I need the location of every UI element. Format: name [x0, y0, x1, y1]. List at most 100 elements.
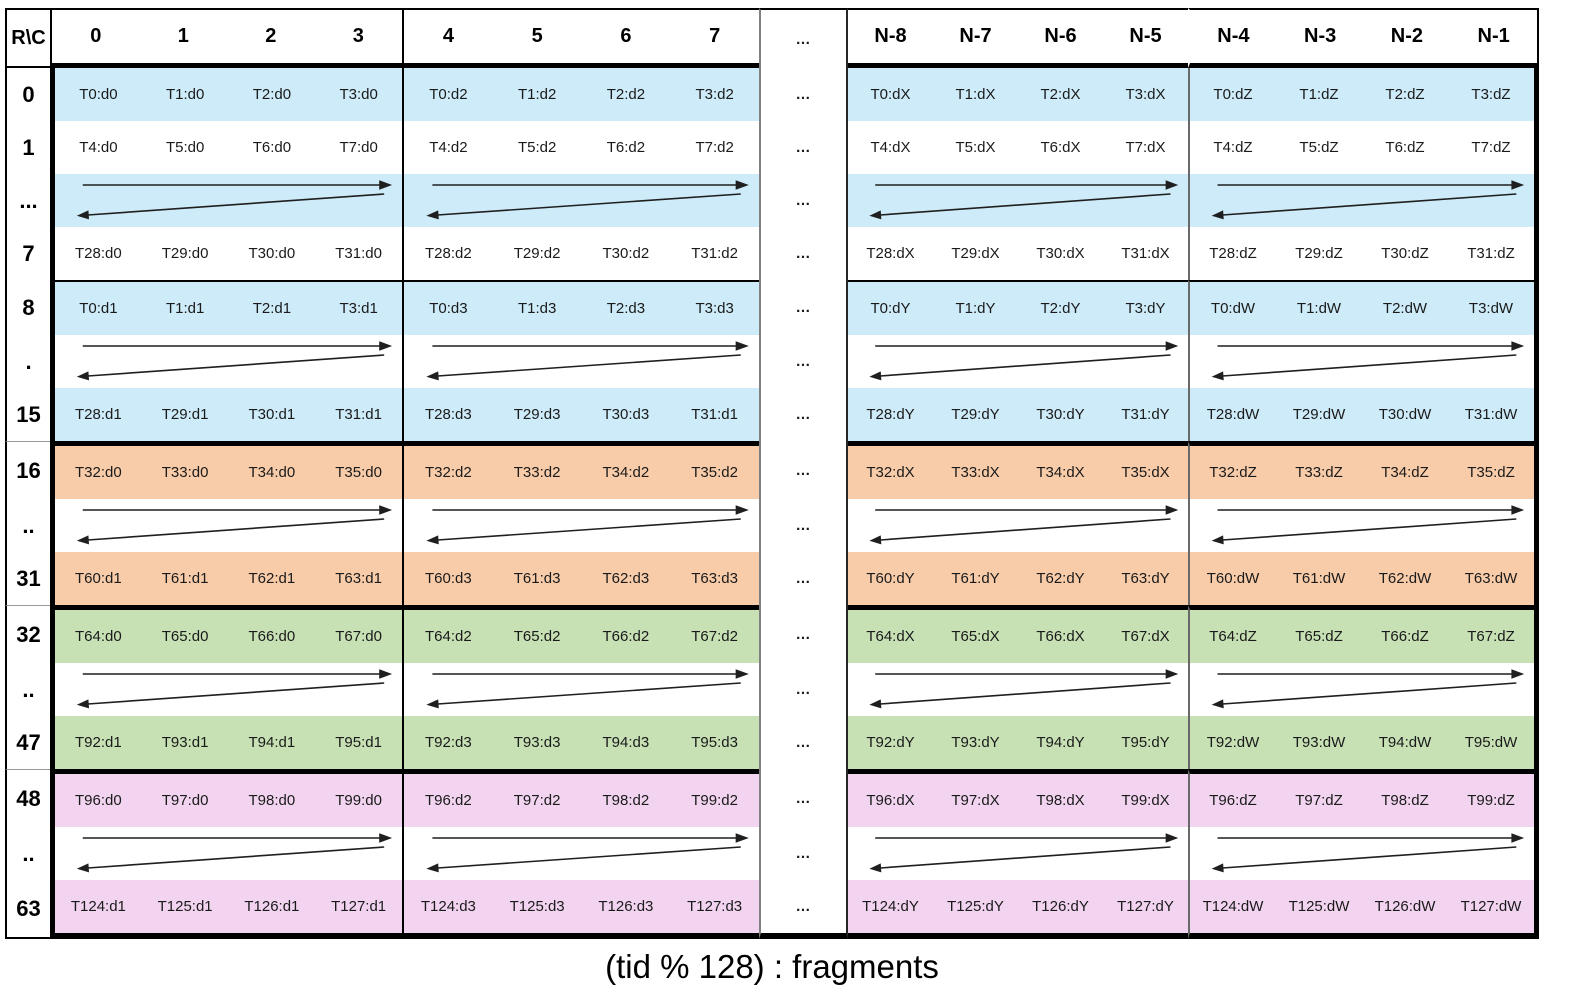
- fragment-table: R\C 0 1 2 3 4 5 6 7 … N-8 N-7 N-6 N-5 N-…: [5, 8, 1539, 939]
- fragment-cell: T2:dW: [1382, 300, 1428, 317]
- fragment-cell: T4:d0: [79, 139, 118, 156]
- row-label: 32: [5, 605, 50, 663]
- fragment-cell: T3:d0: [339, 86, 378, 103]
- row-label: 15: [5, 388, 50, 441]
- column-header: 3: [352, 25, 364, 47]
- collapsed-rows-33-46: .. …: [5, 663, 1539, 716]
- fragment-cell: T6:dZ: [1385, 139, 1425, 156]
- fragment-cell: T97:dZ: [1295, 792, 1343, 809]
- fragment-cell: T29:dY: [951, 406, 1000, 423]
- fragment-cell: T33:d0: [161, 464, 209, 481]
- fragment-cell: T96:d0: [75, 792, 122, 809]
- fragment-cell: T7:d2: [695, 139, 734, 156]
- fragment-cell: T62:d3: [602, 570, 650, 587]
- fragment-cell: T34:dX: [1036, 464, 1085, 481]
- fragment-cell: T96:dX: [866, 792, 915, 809]
- serpentine-arrow-icon: [1211, 833, 1525, 873]
- fragment-cell: T3:d1: [339, 300, 378, 317]
- row-label: ..: [5, 663, 50, 716]
- fragment-cell: T62:dY: [1036, 570, 1085, 587]
- table-row-0: 0 T0:d0 T1:d0 T2:d0 T3:d0 T0:d2 T1:d2 T2…: [5, 68, 1539, 121]
- fragment-cell: T60:dW: [1206, 570, 1260, 587]
- fragment-cell: T64:dZ: [1209, 628, 1257, 645]
- fragment-cell: T7:dZ: [1471, 139, 1511, 156]
- fragment-cell: T1:dW: [1296, 300, 1342, 317]
- table-row-7: 7 T28:d0 T29:d0 T30:d0 T31:d0 T28:d2 T29…: [5, 227, 1539, 280]
- header-block-n8-n5: N-8 N-7 N-6 N-5: [848, 8, 1188, 68]
- fragment-cell: T5:dX: [955, 139, 996, 156]
- fragment-cell: T30:d3: [602, 406, 650, 423]
- fragment-cell: T60:dY: [866, 570, 915, 587]
- fragment-cell: T31:dZ: [1467, 245, 1515, 262]
- row-label: 16: [5, 441, 50, 499]
- table-row-32: 32 T64:d0 T65:d0 T66:d0 T67:d0 T64:d2 T6…: [5, 605, 1539, 663]
- fragment-cell: T99:d2: [691, 792, 738, 809]
- fragment-cell: T29:d1: [161, 406, 209, 423]
- serpentine-arrow-icon: [76, 341, 393, 381]
- fragment-cell: T65:dZ: [1295, 628, 1343, 645]
- header-block-n4-n1: N-4 N-3 N-2 N-1: [1188, 8, 1539, 68]
- row-label: ...: [5, 174, 50, 227]
- ellipsis-cell: …: [759, 68, 848, 121]
- fragment-cell: T98:dZ: [1381, 792, 1429, 809]
- fragment-cell: T94:dY: [1036, 734, 1085, 751]
- fragment-cell: T29:dX: [951, 245, 1000, 262]
- fragment-cell: T30:d2: [602, 245, 650, 262]
- row-label: 1: [5, 121, 50, 174]
- fragment-cell: T64:d0: [75, 628, 122, 645]
- fragment-cell: T29:dZ: [1295, 245, 1343, 262]
- fragment-cell: T34:dZ: [1381, 464, 1429, 481]
- ellipsis-cell: …: [759, 280, 848, 335]
- serpentine-arrow-icon: [426, 341, 749, 381]
- fragment-cell: T3:dY: [1125, 300, 1166, 317]
- row-label: 7: [5, 227, 50, 280]
- fragment-cell: T67:dZ: [1467, 628, 1515, 645]
- row-label: 47: [5, 716, 50, 769]
- table-row-47: 47 T92:d1 T93:d1 T94:d1 T95:d1 T92:d3 T9…: [5, 716, 1539, 769]
- row-label: 63: [5, 880, 50, 939]
- collapsed-rows-2-6: ... …: [5, 174, 1539, 227]
- fragment-cell: T35:dX: [1121, 464, 1170, 481]
- fragment-cell: T0:d2: [429, 86, 468, 103]
- fragment-cell: T2:d3: [606, 300, 646, 317]
- collapsed-rows-17-30: .. …: [5, 499, 1539, 552]
- fragment-cell: T127:d1: [331, 898, 387, 915]
- fragment-cell: T4:dX: [870, 139, 911, 156]
- fragment-cell: T96:d2: [425, 792, 472, 809]
- fragment-cell: T6:dX: [1040, 139, 1081, 156]
- fragment-cell: T93:d3: [513, 734, 561, 751]
- fragment-cell: T97:d0: [161, 792, 209, 809]
- fragment-cell: T29:d0: [161, 245, 209, 262]
- fragment-cell: T31:d1: [691, 406, 738, 423]
- fragment-cell: T30:d1: [248, 406, 296, 423]
- fragment-cell: T5:d0: [165, 139, 205, 156]
- fragment-cell: T126:dY: [1032, 898, 1089, 915]
- fragment-cell: T62:d1: [248, 570, 296, 587]
- fragment-cell: T63:dW: [1464, 570, 1518, 587]
- fragment-cell: T3:d2: [695, 86, 734, 103]
- fragment-cell: T32:dZ: [1209, 464, 1257, 481]
- fragment-cell: T92:d3: [425, 734, 472, 751]
- fragment-cell: T127:d3: [687, 898, 743, 915]
- fragment-cell: T67:d2: [691, 628, 738, 645]
- fragment-cell: T61:dW: [1292, 570, 1346, 587]
- fragment-cell: T126:dW: [1374, 898, 1436, 915]
- fragment-cell: T35:d0: [335, 464, 382, 481]
- fragment-cell: T95:dY: [1121, 734, 1170, 751]
- ellipsis-cell: …: [759, 441, 848, 499]
- fragment-cell: T0:dW: [1210, 300, 1256, 317]
- figure-caption: (tid % 128) : fragments: [605, 948, 939, 985]
- table-row-31: 31 T60:d1 T61:d1 T62:d1 T63:d1 T60:d3 T6…: [5, 552, 1539, 605]
- table-row-15: 15 T28:d1 T29:d1 T30:d1 T31:d1 T28:d3 T2…: [5, 388, 1539, 441]
- serpentine-arrow-icon: [76, 669, 393, 709]
- fragment-cell: T28:dX: [866, 245, 915, 262]
- fragment-cell: T2:dX: [1040, 86, 1081, 103]
- fragment-cell: T67:d0: [335, 628, 382, 645]
- fragment-cell: T95:d3: [691, 734, 738, 751]
- fragment-cell: T1:dY: [955, 300, 996, 317]
- fragment-cell: T1:d2: [517, 86, 557, 103]
- serpentine-arrow-icon: [76, 833, 393, 873]
- row-label: 0: [5, 68, 50, 121]
- column-header: N-4: [1217, 25, 1250, 47]
- fragment-cell: T64:d2: [425, 628, 472, 645]
